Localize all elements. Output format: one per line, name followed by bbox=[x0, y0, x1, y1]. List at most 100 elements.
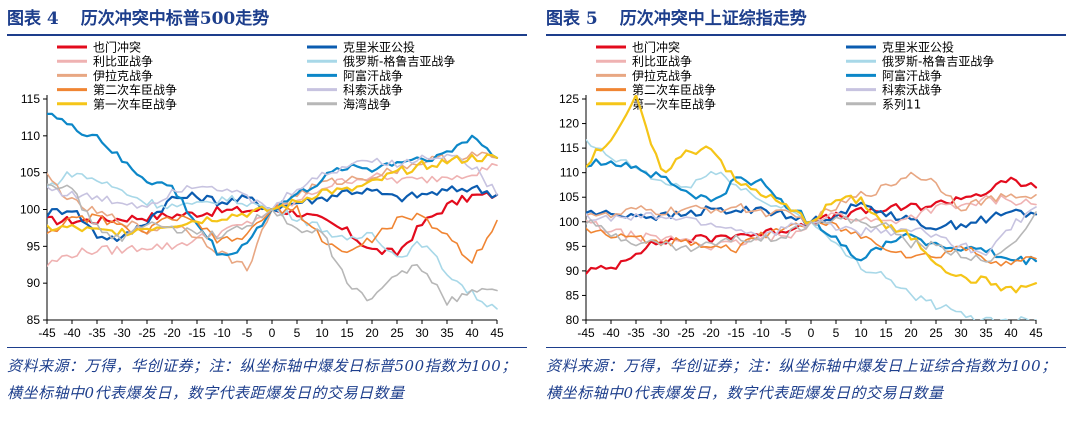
x-tick-label: -35 bbox=[627, 326, 645, 340]
legend-label: 利比亚战争 bbox=[632, 55, 692, 69]
x-tick-label: -5 bbox=[242, 326, 253, 340]
legend-label: 阿富汗战争 bbox=[882, 68, 942, 83]
y-tick-label: 110 bbox=[21, 129, 40, 143]
title-rule bbox=[7, 34, 527, 36]
y-tick-label: 105 bbox=[20, 166, 40, 180]
plot-area bbox=[586, 95, 1038, 320]
x-tick-label: 10 bbox=[315, 326, 329, 340]
x-tick-label: 25 bbox=[929, 326, 943, 340]
figure-title-text: 历次冲突中标普500走势 bbox=[80, 9, 270, 29]
x-tick-label: -10 bbox=[213, 326, 231, 340]
x-tick-label: 25 bbox=[390, 326, 404, 340]
series-line bbox=[47, 153, 498, 211]
legend-label: 也门冲突 bbox=[93, 40, 141, 55]
x-tick-label: 5 bbox=[833, 326, 840, 340]
y-tick-label: 95 bbox=[27, 239, 41, 253]
legend-label: 第二次车臣战争 bbox=[632, 82, 716, 97]
x-tick-label: -10 bbox=[752, 326, 770, 340]
y-tick-label: 80 bbox=[566, 313, 580, 327]
plot-area bbox=[47, 112, 499, 310]
figure-number: 图表 5 bbox=[546, 9, 598, 29]
x-tick-label: -40 bbox=[63, 326, 81, 340]
legend-label: 阿富汗战争 bbox=[343, 68, 403, 83]
y-tick-label: 90 bbox=[566, 264, 580, 278]
x-tick-label: 40 bbox=[1004, 326, 1018, 340]
legend-label: 科索沃战争 bbox=[882, 83, 942, 97]
legend-label: 也门冲突 bbox=[632, 40, 680, 55]
x-tick-label: 0 bbox=[808, 326, 815, 340]
y-tick-label: 120 bbox=[559, 117, 579, 131]
x-tick-label: -40 bbox=[602, 326, 620, 340]
source-rule bbox=[546, 347, 1066, 348]
y-tick-label: 125 bbox=[559, 92, 579, 106]
legend-label: 第二次车臣战争 bbox=[93, 82, 177, 97]
x-tick-label: 10 bbox=[854, 326, 868, 340]
figure-number: 图表 4 bbox=[7, 9, 59, 29]
y-tick-label: 90 bbox=[27, 276, 41, 290]
chart-panel-sp500: 图表 4 历次冲突中标普500走势 也门冲突 克里米亚公投利比亚战争 俄罗斯-格鲁吉亚… bbox=[7, 0, 527, 446]
x-tick-label: -15 bbox=[727, 326, 745, 340]
legend-label: 科索沃战争 bbox=[343, 83, 403, 97]
y-tick-label: 95 bbox=[566, 239, 580, 253]
x-tick-label: 15 bbox=[879, 326, 893, 340]
y-tick-label: 110 bbox=[560, 166, 579, 180]
x-tick-label: 5 bbox=[294, 326, 301, 340]
x-tick-label: -35 bbox=[88, 326, 106, 340]
chart-panel-shanghai-composite: 图表 5 历次冲突中上证综指走势 也门冲突 克里米亚公投利比亚战争 俄罗斯-格鲁吉亚战… bbox=[546, 0, 1066, 446]
x-tick-label: -45 bbox=[577, 326, 595, 340]
x-tick-label: 20 bbox=[365, 326, 379, 340]
x-tick-label: 45 bbox=[1029, 326, 1043, 340]
x-tick-label: -30 bbox=[113, 326, 131, 340]
x-tick-label: 35 bbox=[979, 326, 993, 340]
legend-label: 第一次车臣战争 bbox=[632, 96, 716, 111]
legend-label: 系列11 bbox=[882, 97, 921, 111]
x-tick-label: 30 bbox=[954, 326, 968, 340]
x-tick-label: -15 bbox=[188, 326, 206, 340]
source-note: 资料来源：万得，华创证券；注：纵坐标轴中爆发日标普500指数为100；横坐标轴中… bbox=[7, 357, 517, 402]
series-line bbox=[47, 183, 498, 306]
x-tick-label: 30 bbox=[415, 326, 429, 340]
legend-label: 俄罗斯-格鲁吉亚战争 bbox=[343, 54, 455, 69]
x-tick-label: -45 bbox=[38, 326, 56, 340]
series-line bbox=[586, 206, 1037, 256]
x-tick-label: 35 bbox=[440, 326, 454, 340]
figure-title-text: 历次冲突中上证综指走势 bbox=[619, 9, 807, 29]
y-tick-label: 85 bbox=[566, 288, 580, 302]
figure-title: 图表 4 历次冲突中标普500走势 bbox=[7, 6, 269, 32]
x-tick-label: 45 bbox=[490, 326, 504, 340]
x-tick-label: -5 bbox=[781, 326, 792, 340]
x-tick-label: 0 bbox=[269, 326, 276, 340]
y-tick-label: 115 bbox=[21, 92, 40, 106]
legend-label: 克里米亚公投 bbox=[882, 40, 954, 55]
x-tick-label: 15 bbox=[340, 326, 354, 340]
y-tick-label: 85 bbox=[27, 313, 41, 327]
x-tick-label: -30 bbox=[652, 326, 670, 340]
x-tick-label: -20 bbox=[163, 326, 181, 340]
x-tick-label: -20 bbox=[702, 326, 720, 340]
legend-label: 克里米亚公投 bbox=[343, 40, 415, 55]
legend-label: 利比亚战争 bbox=[93, 55, 153, 69]
legend-label: 海湾战争 bbox=[343, 96, 391, 111]
series-line bbox=[586, 139, 1037, 320]
legend-label: 伊拉克战争 bbox=[632, 68, 692, 83]
x-tick-label: -25 bbox=[677, 326, 695, 340]
x-tick-label: 40 bbox=[465, 326, 479, 340]
y-tick-label: 100 bbox=[559, 215, 579, 229]
y-tick-label: 115 bbox=[560, 141, 579, 155]
y-tick-label: 100 bbox=[20, 203, 40, 217]
x-tick-label: 20 bbox=[904, 326, 918, 340]
legend-label: 俄罗斯-格鲁吉亚战争 bbox=[882, 54, 994, 69]
series-line bbox=[586, 95, 1038, 294]
title-rule bbox=[546, 34, 1066, 36]
y-tick-label: 105 bbox=[559, 190, 579, 204]
series-line bbox=[586, 211, 1037, 263]
x-tick-label: -25 bbox=[138, 326, 156, 340]
source-rule bbox=[7, 347, 527, 348]
series-line bbox=[47, 163, 498, 267]
source-note: 资料来源：万得，华创证券；注：纵坐标轴中爆发日上证综合指数为100；横坐标轴中0… bbox=[546, 357, 1057, 402]
legend-label: 伊拉克战争 bbox=[93, 68, 153, 83]
figure-title: 图表 5 历次冲突中上证综指走势 bbox=[546, 6, 807, 32]
legend-label: 第一次车臣战争 bbox=[93, 96, 177, 111]
